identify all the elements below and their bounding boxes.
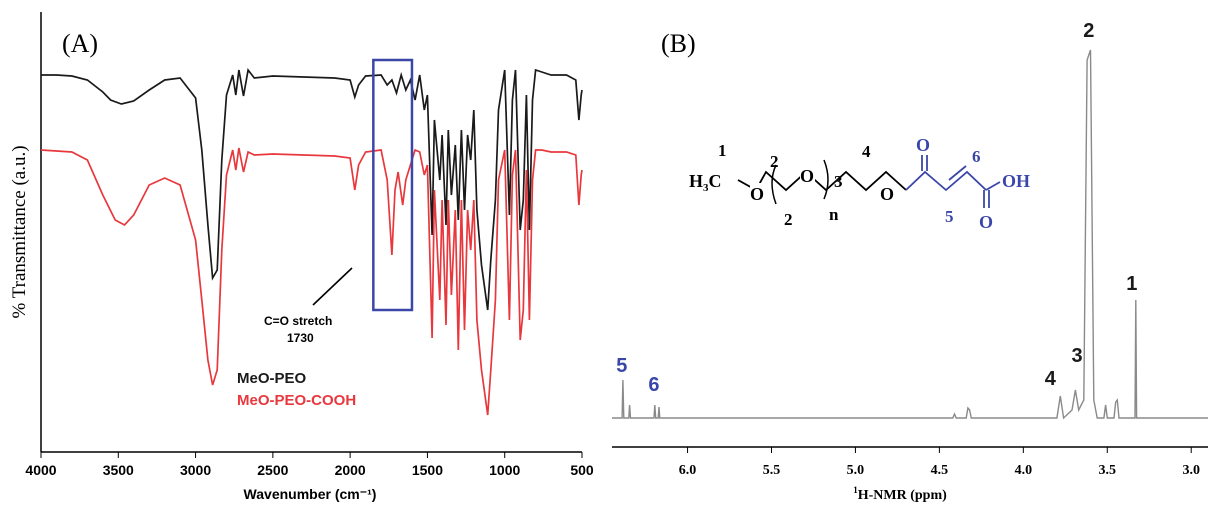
oxygen-mask-3 bbox=[880, 183, 895, 201]
methyl-group: H3C bbox=[689, 171, 722, 194]
oxygen-1: O bbox=[750, 184, 764, 204]
peak-label-6: 6 bbox=[648, 374, 659, 396]
annotation-pointer bbox=[312, 267, 353, 306]
carbonyl-highlight-box bbox=[372, 58, 414, 312]
panel-a-x-label: Wavenumber (cm⁻¹) bbox=[244, 486, 377, 502]
locant-6: 6 bbox=[972, 147, 981, 166]
peak-label-3: 3 bbox=[1071, 345, 1082, 367]
methyl-h: H bbox=[689, 171, 703, 191]
panel-b-label: (B) bbox=[661, 29, 696, 58]
panel-b: (B) 6.0 5.5 5.0 4.5 4.0 3.5 3.0 1H-NMR (ppm) 5… bbox=[612, 20, 1208, 503]
annotation-text: C=O stretch bbox=[264, 314, 332, 328]
panel-a-x-tick-label: 500 bbox=[570, 462, 594, 478]
methyl-c: C bbox=[709, 171, 722, 191]
panel-a-x-tick-label: 2000 bbox=[335, 462, 366, 478]
series-nmr-spectrum bbox=[612, 49, 1208, 420]
alkene-double-bond bbox=[948, 165, 967, 181]
locant-3: 3 bbox=[834, 172, 843, 191]
panel-b-x-tick-label: 4.5 bbox=[931, 463, 949, 478]
panel-a-x-tick-label: 3000 bbox=[180, 462, 211, 478]
peak-label-4: 4 bbox=[1045, 368, 1057, 390]
x-label-superscript: 1 bbox=[853, 485, 858, 495]
repeat-bracket-left bbox=[771, 164, 777, 205]
panel-b-x-tick-label: 3.0 bbox=[1182, 463, 1200, 478]
panel-a-x-tick-label: 4000 bbox=[25, 462, 56, 478]
oxygen-2: O bbox=[800, 166, 814, 186]
fumarate-bonds bbox=[905, 170, 987, 192]
repeat-n: n bbox=[829, 205, 839, 224]
panel-a-x-tick-label: 1500 bbox=[412, 462, 443, 478]
series-meo-peo-cooh bbox=[40, 147, 583, 416]
panel-a-x-tick-label: 2500 bbox=[257, 462, 288, 478]
oxygen-mask-1 bbox=[750, 183, 765, 201]
repeat-bracket-right bbox=[823, 159, 829, 200]
legend-meo-peo: MeO-PEO bbox=[237, 370, 307, 387]
panel-b-x-tick-label: 5.0 bbox=[847, 463, 865, 478]
legend-meo-peo-cooh: MeO-PEO-COOH bbox=[237, 392, 356, 409]
locant-5: 5 bbox=[945, 207, 954, 226]
peak-label-2: 2 bbox=[1083, 20, 1094, 42]
locant-1: 1 bbox=[718, 141, 727, 160]
backbone-bonds bbox=[737, 170, 907, 192]
panel-b-x-tick-label: 5.5 bbox=[763, 463, 781, 478]
locant-2-bottom: 2 bbox=[784, 210, 793, 229]
series-meo-peo bbox=[41, 67, 583, 311]
panel-a-x-ticks: 4000 3500 3000 2500 2000 1500 1000 500 bbox=[25, 452, 594, 478]
panel-a-y-label: % Transmittance (a.u.) bbox=[9, 145, 30, 318]
locant-2-top: 2 bbox=[770, 152, 779, 171]
panel-b-x-tick-label: 4.0 bbox=[1015, 463, 1033, 478]
fumarate-group: O O OH 6 5 bbox=[905, 135, 1030, 232]
acid-oh: OH bbox=[1002, 171, 1030, 191]
oxygen-3: O bbox=[880, 184, 894, 204]
carbonyl-oxygen-2: O bbox=[979, 212, 993, 232]
panel-b-x-tick-label: 6.0 bbox=[679, 463, 697, 478]
panel-b-x-ticks: 6.0 5.5 5.0 4.5 4.0 3.5 3.0 bbox=[679, 447, 1200, 478]
panel-a-label: (A) bbox=[62, 29, 98, 58]
chemical-structure: 1 H3C O O O 2 2 n 3 4 O bbox=[689, 135, 1030, 232]
x-label-text: H-NMR (ppm) bbox=[858, 488, 947, 503]
acid-bond bbox=[985, 181, 1001, 191]
peak-label-1: 1 bbox=[1126, 273, 1137, 295]
panel-b-x-label: 1H-NMR (ppm) bbox=[853, 485, 947, 503]
peak-label-5: 5 bbox=[616, 355, 627, 377]
carbonyl-oxygen-1: O bbox=[916, 135, 930, 155]
annotation-value: 1730 bbox=[287, 331, 314, 345]
panel-a: (A) % Transmittance (a.u.) 4000 3500 3000 2… bbox=[9, 12, 594, 502]
panel-b-x-tick-label: 3.5 bbox=[1099, 463, 1117, 478]
panel-a-x-tick-label: 3500 bbox=[103, 462, 134, 478]
panel-a-x-tick-label: 1000 bbox=[489, 462, 520, 478]
locant-4: 4 bbox=[862, 142, 871, 161]
oxygen-mask-2 bbox=[800, 165, 815, 183]
methyl-subscript: 3 bbox=[703, 182, 709, 194]
